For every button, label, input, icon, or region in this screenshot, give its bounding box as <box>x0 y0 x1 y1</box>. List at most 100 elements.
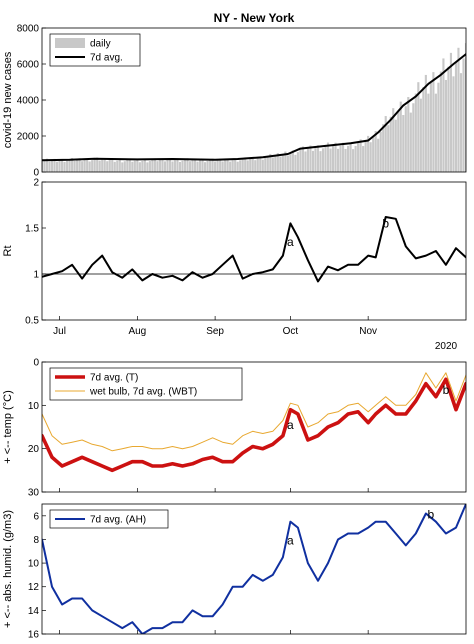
bar <box>123 161 126 172</box>
bar <box>116 160 119 172</box>
bar <box>224 160 227 172</box>
y-tick-label: 10 <box>28 559 40 570</box>
y-tick-label: 16 <box>28 630 40 641</box>
bar <box>256 158 259 172</box>
bar <box>193 158 197 172</box>
y-tick-label: 14 <box>28 606 40 617</box>
bar <box>204 162 207 172</box>
bar <box>181 160 184 172</box>
legend-swatch <box>55 38 85 48</box>
bar <box>392 108 395 172</box>
bar <box>311 150 315 172</box>
y-tick-label: 0.5 <box>25 316 39 327</box>
bar <box>294 154 297 172</box>
plot-area <box>42 43 466 172</box>
series-line <box>42 53 466 162</box>
bar <box>379 131 382 172</box>
annotation-label: a <box>287 534 294 548</box>
bar <box>329 148 332 172</box>
panel-4: 6 8 10 12 14 16 + <-- abs. humid. (g/m3) a b 7d a… <box>2 503 467 641</box>
axes-frame <box>41 181 467 321</box>
bar <box>63 162 66 172</box>
bar <box>171 161 174 172</box>
bar <box>279 156 282 172</box>
bar <box>464 43 466 172</box>
bar <box>126 160 129 172</box>
bar <box>246 160 249 172</box>
bar <box>68 159 71 172</box>
bar <box>304 151 307 172</box>
bar <box>299 149 302 172</box>
bar <box>141 160 144 172</box>
bar <box>76 159 79 172</box>
bar <box>362 146 365 172</box>
legend-box <box>49 509 169 529</box>
bar <box>394 119 397 172</box>
bar <box>211 158 214 172</box>
bar <box>42 161 44 172</box>
bar <box>387 125 390 172</box>
bar <box>131 161 134 172</box>
bar <box>452 76 455 172</box>
x-tick-label: Aug <box>128 326 146 337</box>
y-tick-label: 6000 <box>17 60 40 71</box>
series-line <box>42 377 466 473</box>
y-tick-label: 30 <box>28 488 40 499</box>
bar <box>414 93 417 172</box>
bar <box>108 160 111 172</box>
bar <box>457 47 460 172</box>
plot-area <box>42 216 466 283</box>
bar <box>339 145 342 172</box>
bar <box>437 82 440 172</box>
bar <box>412 103 415 172</box>
chart-title: NY - New York <box>214 11 295 25</box>
y-tick-label: 1 <box>33 270 39 281</box>
bar <box>138 162 141 172</box>
bar <box>324 145 327 172</box>
bar <box>166 160 169 172</box>
bar <box>143 159 146 172</box>
axes-frame <box>41 27 467 173</box>
bar <box>397 110 400 172</box>
bar <box>354 145 357 172</box>
y-tick-label: 1.5 <box>25 224 39 235</box>
legend-entry: 7d avg. (T) <box>90 373 138 384</box>
bar <box>58 160 61 172</box>
bar <box>454 62 458 172</box>
bar <box>188 161 192 172</box>
bar <box>336 148 340 172</box>
panel-3: 0 10 20 30 + <-- temp (°C) a b 7d avg. (T) wet b… <box>2 358 467 499</box>
bar <box>45 158 49 172</box>
bar <box>399 101 402 172</box>
bar <box>98 160 101 172</box>
bar <box>301 146 304 172</box>
bar <box>78 158 81 172</box>
bar <box>422 87 425 172</box>
bar <box>254 160 257 172</box>
annotation-label: b <box>428 508 435 522</box>
bar <box>91 160 94 172</box>
bar <box>73 160 76 172</box>
bar <box>163 161 167 172</box>
y-axis-label: covid-19 new cases <box>2 51 14 148</box>
bar <box>168 158 172 172</box>
bar <box>201 159 204 172</box>
bar <box>71 158 74 172</box>
bar <box>226 158 229 172</box>
bar <box>236 161 239 172</box>
bar <box>86 158 89 172</box>
bar <box>216 160 219 172</box>
bar <box>81 161 84 172</box>
bar <box>196 161 199 172</box>
y-tick-label: 2 <box>33 178 39 189</box>
bar <box>241 158 244 172</box>
bar <box>239 160 242 172</box>
bar <box>244 157 247 172</box>
bar <box>449 52 453 172</box>
legend-entry: wet bulb, 7d avg. (WBT) <box>89 387 197 398</box>
bar <box>113 161 116 172</box>
bar <box>251 157 254 172</box>
series-line <box>42 504 466 634</box>
bar <box>229 161 232 172</box>
bar <box>314 148 317 172</box>
